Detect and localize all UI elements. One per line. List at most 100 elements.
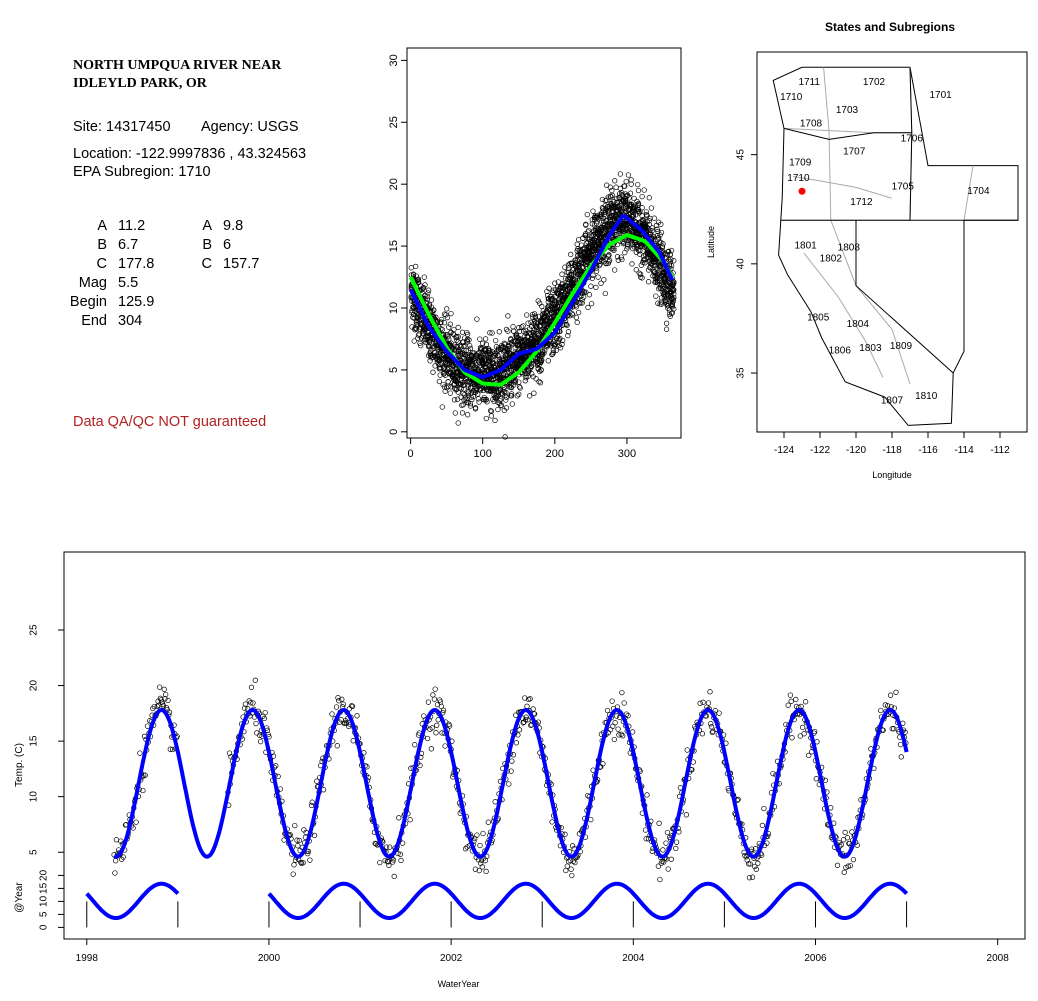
coef-value: 11.2 [118,218,146,234]
y-tick-label: 5 [39,911,50,917]
data-point [608,194,614,200]
data-point [482,397,489,403]
data-point [562,321,568,328]
atyear-line [85,881,180,920]
data-point [475,396,482,402]
data-point [508,393,515,399]
data-point [593,284,599,291]
data-point [442,743,448,749]
data-point [502,341,508,347]
y-tick-label: 0 [388,429,400,435]
data-point [290,871,296,877]
data-point [442,367,448,373]
data-point [161,686,167,692]
data-point [503,326,510,333]
x-tick-label: 2002 [440,953,463,964]
data-point [666,257,672,263]
plot-frame [63,551,1026,940]
data-point [452,410,458,416]
data-point [309,799,315,805]
data-point [639,205,645,211]
data-point [296,837,302,844]
data-point [522,695,528,701]
data-point [443,312,449,318]
data-point [433,730,439,736]
data-point [253,720,259,727]
data-point [845,863,851,869]
data-point [529,363,535,370]
data-point [658,229,665,236]
data-point [447,390,453,396]
data-point [613,184,619,190]
data-point [609,698,615,704]
data-point [442,388,448,394]
data-point [445,333,451,340]
data-point [314,778,320,784]
atyear-axis-label: @Year [14,882,25,913]
data-point [415,276,422,282]
data-point [661,292,668,298]
data-point [624,244,631,250]
data-point [305,850,311,857]
data-point [656,820,662,826]
atyear-line [267,881,909,920]
data-point [585,304,591,311]
data-point [459,410,466,416]
data-point [629,261,635,267]
data-point [513,740,520,746]
region-label: 1806 [829,345,852,356]
data-point [646,221,652,228]
data-point [472,365,479,371]
y-tick-label: 15 [39,882,50,894]
data-point [644,792,650,798]
data-point [753,866,759,872]
data-point [574,319,580,326]
data-point [849,829,855,835]
data-point [428,746,435,752]
data-point [576,300,582,307]
data-point [593,268,600,274]
data-point [250,700,256,706]
coef-value: 9.8 [223,218,244,234]
data-point [632,202,639,208]
data-point [645,279,652,285]
data-point [747,861,753,867]
data-point [539,357,545,363]
data-point [536,378,542,385]
data-point [615,257,621,263]
coef-label: B [97,237,107,253]
data-point [447,321,453,327]
data-point [602,290,608,297]
data-point [518,324,525,330]
data-point [464,331,471,338]
data-point [609,192,616,199]
data-point [509,401,515,407]
data-point [568,272,575,278]
data-point [668,263,675,269]
data-point [588,816,594,823]
data-point [546,285,552,291]
data-point [454,377,461,383]
data-point [666,248,672,255]
data-point [477,345,484,352]
data-point [758,852,765,858]
data-point [464,412,471,418]
region-label: 1710 [787,173,810,184]
data-point [746,875,753,881]
data-point [619,192,625,198]
data-point [671,291,677,297]
data-point [671,306,677,312]
data-point [657,232,663,238]
data-point [510,338,516,344]
data-point [666,284,672,290]
data-point [382,857,388,864]
data-point [425,287,432,293]
data-point [788,698,794,704]
data-point [612,267,618,273]
data-point [557,345,564,351]
data-point [537,380,544,386]
data-point [658,221,664,227]
data-point [137,750,143,756]
data-point [411,338,417,344]
